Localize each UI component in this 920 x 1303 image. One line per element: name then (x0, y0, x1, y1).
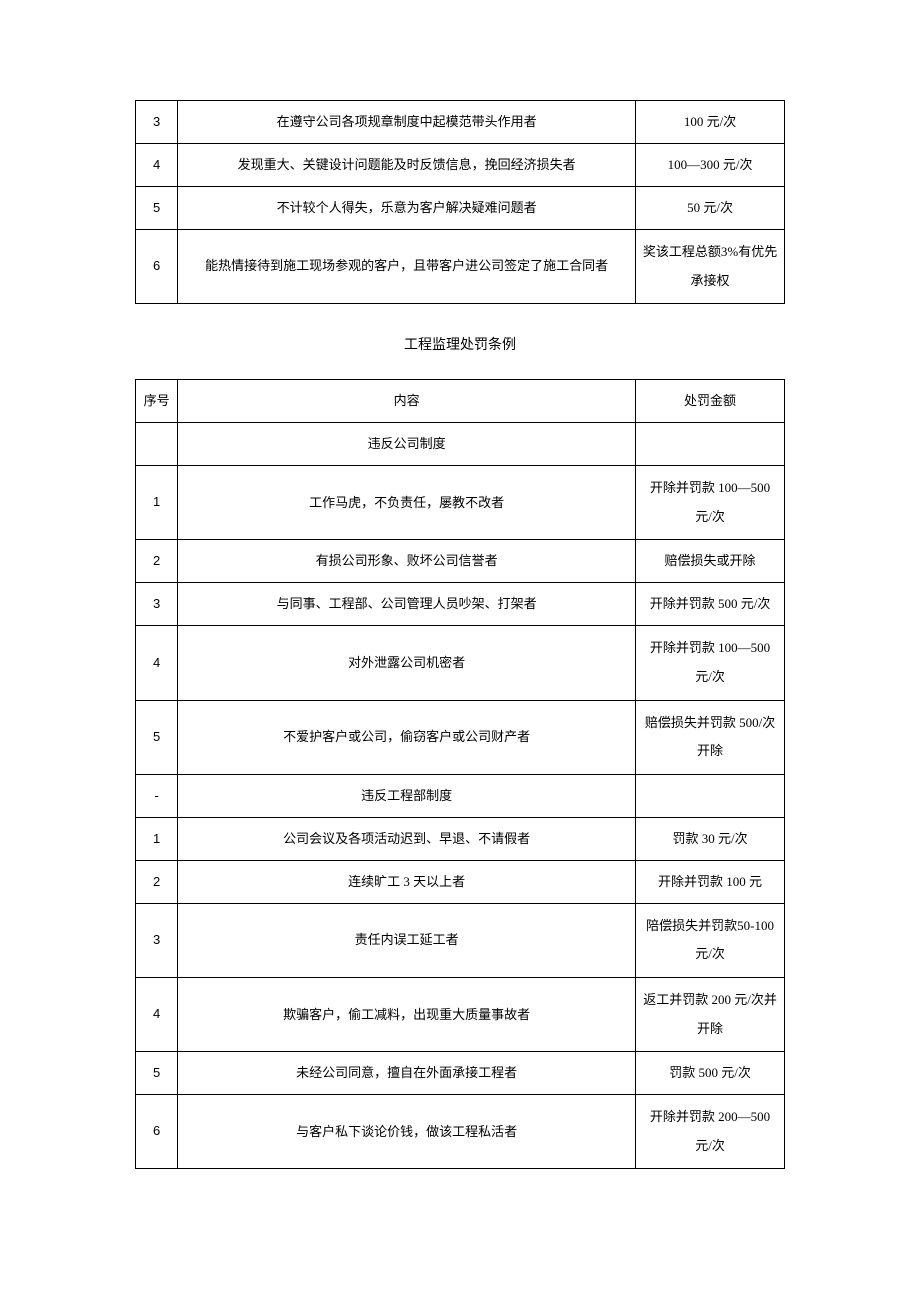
header-num: 序号 (136, 380, 178, 423)
table-row: 违反公司制度 (136, 423, 785, 466)
row-content: 责任内误工延工者 (178, 903, 636, 977)
row-content: 违反工程部制度 (178, 774, 636, 817)
row-content: 有损公司形象、败坏公司信誉者 (178, 540, 636, 583)
header-amount: 处罚金额 (636, 380, 785, 423)
row-content: 不爱护客户或公司，偷窃客户或公司财产者 (178, 700, 636, 774)
row-amount: 开除并罚款 500 元/次 (636, 583, 785, 626)
row-amount: 100 元/次 (636, 101, 785, 144)
table-row: 3 责任内误工延工者 陪偿损失并罚款50-100 元/次 (136, 903, 785, 977)
table-row: 1 公司会议及各项活动迟到、早退、不请假者 罚款 30 元/次 (136, 817, 785, 860)
row-content: 发现重大、关键设计问题能及时反馈信息，挽回经济损失者 (178, 144, 636, 187)
row-num: 3 (136, 101, 178, 144)
row-amount: 100—300 元/次 (636, 144, 785, 187)
row-amount: 开除并罚款 100—500 元/次 (636, 626, 785, 700)
row-num (136, 423, 178, 466)
row-amount: 罚款 500 元/次 (636, 1052, 785, 1095)
table-row: 4 发现重大、关键设计问题能及时反馈信息，挽回经济损失者 100—300 元/次 (136, 144, 785, 187)
row-num: 3 (136, 583, 178, 626)
row-num: 3 (136, 903, 178, 977)
row-num: 1 (136, 817, 178, 860)
rewards-table: 3 在遵守公司各项规章制度中起模范带头作用者 100 元/次 4 发现重大、关键… (135, 100, 785, 304)
row-num: 5 (136, 187, 178, 230)
row-content: 公司会议及各项活动迟到、早退、不请假者 (178, 817, 636, 860)
row-num: 4 (136, 144, 178, 187)
row-amount: 开除并罚款 200—500 元/次 (636, 1095, 785, 1169)
row-num: 4 (136, 626, 178, 700)
row-num: 5 (136, 1052, 178, 1095)
table-row: 3 在遵守公司各项规章制度中起模范带头作用者 100 元/次 (136, 101, 785, 144)
table-row: 1 工作马虎，不负责任，屡教不改者 开除并罚款 100—500 元/次 (136, 466, 785, 540)
table-row: 3 与同事、工程部、公司管理人员吵架、打架者 开除并罚款 500 元/次 (136, 583, 785, 626)
table-row: 4 对外泄露公司机密者 开除并罚款 100—500 元/次 (136, 626, 785, 700)
row-num: 6 (136, 230, 178, 304)
row-amount: 赔偿损失并罚款 500/次开除 (636, 700, 785, 774)
row-content: 与同事、工程部、公司管理人员吵架、打架者 (178, 583, 636, 626)
table-row: 2 连续旷工 3 天以上者 开除并罚款 100 元 (136, 860, 785, 903)
row-num: 2 (136, 860, 178, 903)
row-content: 能热情接待到施工现场参观的客户，且带客户进公司签定了施工合同者 (178, 230, 636, 304)
header-content: 内容 (178, 380, 636, 423)
row-amount (636, 774, 785, 817)
table-row: 5 不计较个人得失，乐意为客户解决疑难问题者 50 元/次 (136, 187, 785, 230)
row-content: 不计较个人得失，乐意为客户解决疑难问题者 (178, 187, 636, 230)
row-content: 连续旷工 3 天以上者 (178, 860, 636, 903)
row-content: 欺骗客户，偷工减料，出现重大质量事故者 (178, 977, 636, 1051)
row-amount: 陪偿损失并罚款50-100 元/次 (636, 903, 785, 977)
row-amount: 罚款 30 元/次 (636, 817, 785, 860)
row-content: 工作马虎，不负责任，屡教不改者 (178, 466, 636, 540)
row-num: - (136, 774, 178, 817)
table-row: 6 能热情接待到施工现场参观的客户，且带客户进公司签定了施工合同者 奖该工程总额… (136, 230, 785, 304)
penalty-table: 序号 内容 处罚金额 违反公司制度 1 工作马虎，不负责任，屡教不改者 开除并罚… (135, 379, 785, 1169)
table-row: 6 与客户私下谈论价钱，做该工程私活者 开除并罚款 200—500 元/次 (136, 1095, 785, 1169)
row-content: 未经公司同意，擅自在外面承接工程者 (178, 1052, 636, 1095)
row-amount: 开除并罚款 100—500 元/次 (636, 466, 785, 540)
row-content: 与客户私下谈论价钱，做该工程私活者 (178, 1095, 636, 1169)
table-row: - 违反工程部制度 (136, 774, 785, 817)
row-num: 5 (136, 700, 178, 774)
row-amount: 奖该工程总额3%有优先承接权 (636, 230, 785, 304)
row-amount: 50 元/次 (636, 187, 785, 230)
table-row: 5 不爱护客户或公司，偷窃客户或公司财产者 赔偿损失并罚款 500/次开除 (136, 700, 785, 774)
row-num: 6 (136, 1095, 178, 1169)
table-row: 4 欺骗客户，偷工减料，出现重大质量事故者 返工并罚款 200 元/次并开除 (136, 977, 785, 1051)
row-content: 在遵守公司各项规章制度中起模范带头作用者 (178, 101, 636, 144)
row-amount (636, 423, 785, 466)
section-title: 工程监理处罚条例 (135, 334, 785, 354)
row-content: 违反公司制度 (178, 423, 636, 466)
row-amount: 赔偿损失或开除 (636, 540, 785, 583)
row-amount: 开除并罚款 100 元 (636, 860, 785, 903)
row-num: 1 (136, 466, 178, 540)
table-row: 2 有损公司形象、败坏公司信誉者 赔偿损失或开除 (136, 540, 785, 583)
table-header-row: 序号 内容 处罚金额 (136, 380, 785, 423)
table-row: 5 未经公司同意，擅自在外面承接工程者 罚款 500 元/次 (136, 1052, 785, 1095)
row-content: 对外泄露公司机密者 (178, 626, 636, 700)
row-num: 2 (136, 540, 178, 583)
row-num: 4 (136, 977, 178, 1051)
row-amount: 返工并罚款 200 元/次并开除 (636, 977, 785, 1051)
